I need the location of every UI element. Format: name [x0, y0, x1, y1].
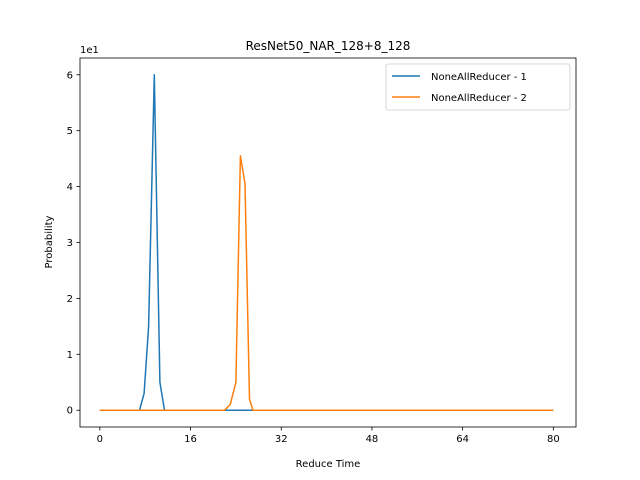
x-tick-label: 64 [456, 434, 469, 445]
x-axis-ticks: 0 16 32 48 64 80 [97, 427, 560, 445]
x-tick-label: 32 [275, 434, 288, 445]
y-tick-label: 4 [67, 182, 73, 193]
y-offset-label: 1e1 [80, 45, 99, 56]
y-tick-label: 3 [67, 238, 73, 249]
series-layer [99, 74, 554, 411]
legend-label: NoneAllReducer - 2 [431, 93, 527, 104]
x-tick-label: 0 [97, 434, 103, 445]
y-tick-label: 2 [67, 294, 73, 305]
legend: NoneAllReducer - 1 NoneAllReducer - 2 [385, 63, 571, 111]
y-tick-label: 5 [67, 126, 73, 137]
x-tick-label: 16 [184, 434, 197, 445]
y-axis-label: Probability [44, 215, 55, 268]
legend-box [385, 63, 571, 111]
legend-label: NoneAllReducer - 1 [431, 72, 527, 83]
series-line-2 [99, 155, 554, 411]
chart-title: ResNet50_NAR_128+8_128 [246, 39, 411, 53]
x-tick-label: 48 [366, 434, 379, 445]
x-tick-label: 80 [547, 434, 560, 445]
x-axis-label: Reduce Time [296, 459, 361, 470]
y-axis-ticks: 0 1 2 3 4 5 6 [67, 70, 80, 417]
y-tick-label: 1 [67, 350, 73, 361]
y-tick-label: 6 [67, 70, 73, 81]
y-tick-label: 0 [67, 406, 73, 417]
